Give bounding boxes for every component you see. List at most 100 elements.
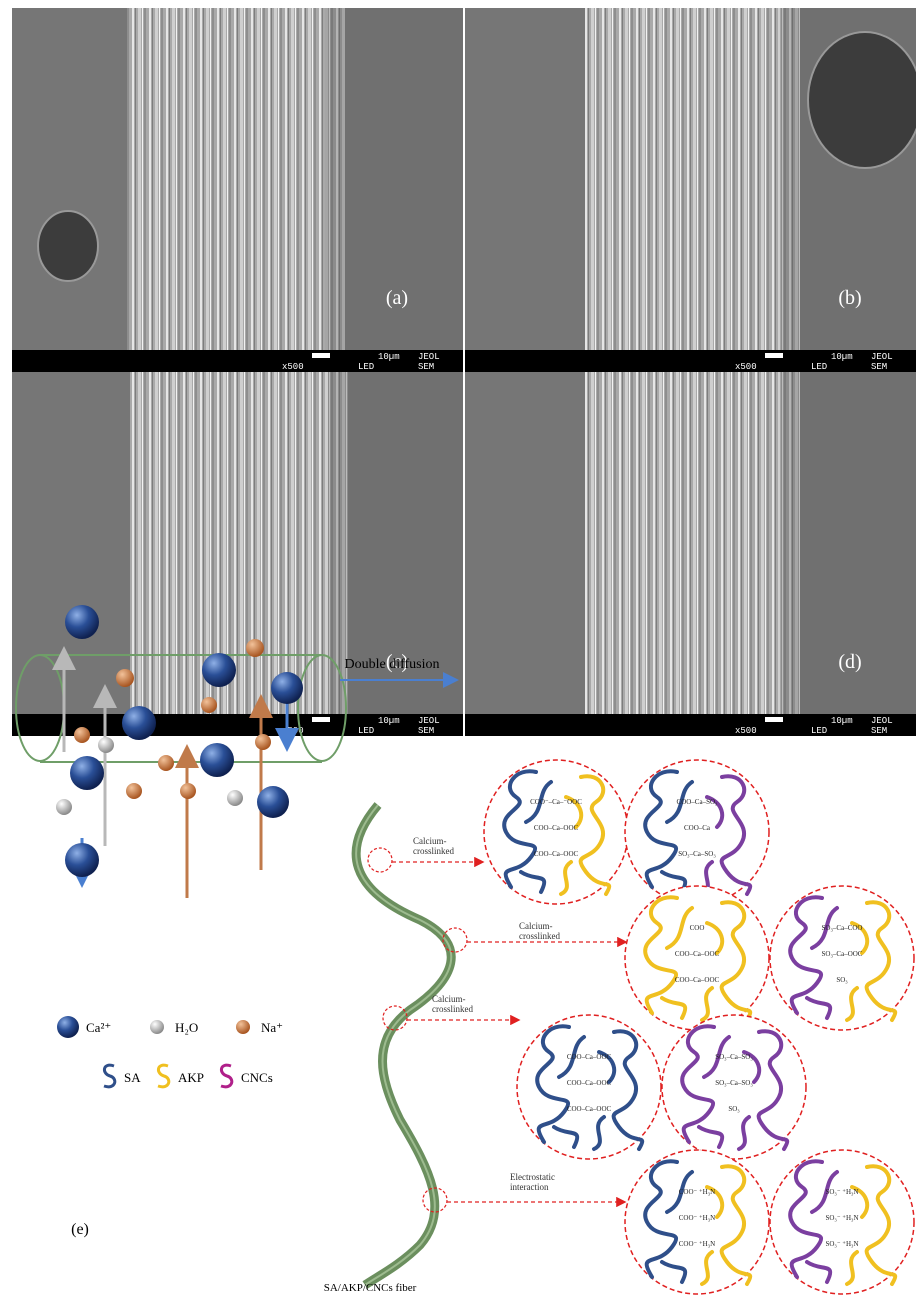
bond-label: SO₃⁻ ⁺H₃N: [825, 1188, 858, 1196]
ion-sphere: [56, 799, 72, 815]
scale-bar: [765, 717, 783, 722]
bond-label: COO–Ca–OOC: [567, 1079, 612, 1087]
figure: (a) x500 10µm JEOL LED SEM (b) x500 10µm JEOL LED S…: [0, 0, 916, 1296]
legend-polymer: CNCs: [241, 1070, 273, 1085]
scale-bar: [765, 353, 783, 358]
fiber: [356, 805, 451, 1285]
molecule-circle: COO⁻ ⁺H₃N COO⁻ ⁺H₃N COO⁻ ⁺H₃N: [625, 1150, 769, 1294]
scale-text: 10µm: [378, 352, 400, 362]
sem-fiber: [585, 8, 800, 350]
panel-label: (b): [838, 287, 861, 309]
ion-sphere: [201, 697, 217, 713]
ion-sphere: [74, 727, 90, 743]
bond-label: COO: [690, 924, 705, 932]
ion-sphere: [200, 743, 234, 777]
bond-label: SO₃⁻ ⁺H₃N: [825, 1240, 858, 1248]
ion-sphere: [65, 605, 99, 639]
bond-label: SO₃–Ca–SO₃: [678, 850, 716, 858]
sem-panels: (a) x500 10µm JEOL LED SEM (b) x500 10µm JEOL LED S…: [12, 8, 916, 736]
sem-substrate-left: [465, 8, 585, 350]
magnification: x500: [282, 362, 304, 372]
instrument: SEM: [871, 726, 887, 736]
legend-polymer: SA: [124, 1070, 141, 1085]
instrument: SEM: [418, 726, 434, 736]
bond-label: SO₃–Ca–COO: [822, 924, 863, 932]
legend-strand: [158, 1065, 169, 1087]
bond-label: COO–Ca–OOC: [534, 850, 579, 858]
ion-sphere: [158, 755, 174, 771]
magnification: x500: [735, 362, 757, 372]
ion-sphere: [227, 790, 243, 806]
scale-text: 10µm: [831, 716, 853, 726]
bond-label: SO₃–Ca–SO₃: [715, 1053, 753, 1061]
sem-fiber: [130, 372, 348, 714]
molecule-circle: COO COO–Ca–OOC COO–Ca–OOC: [625, 886, 769, 1030]
sem-fiber: [585, 372, 800, 714]
instrument: SEM: [418, 362, 434, 372]
molecule-circle: COO–Ca–OOC COO–Ca–OOC COO–Ca–OOC: [517, 1015, 661, 1159]
ion-sphere: [180, 783, 196, 799]
ion-sphere: [122, 706, 156, 740]
link-label: Calcium-: [519, 921, 553, 931]
bond-label: COO⁻ ⁺H₃N: [679, 1188, 715, 1196]
brand: JEOL: [418, 716, 440, 726]
bond-label: COO–Ca–OOC: [567, 1053, 612, 1061]
bond-label: COO–Ca–OOC: [567, 1105, 612, 1113]
arrow-label: Double diffusion: [344, 657, 439, 672]
molecule-circle: SO₃–Ca–SO₃ SO₃–Ca–SO₃ SO₃: [662, 1015, 806, 1159]
bond-label: COO–Ca–OOC: [534, 824, 579, 832]
panel-label: (a): [386, 287, 408, 309]
sem-fiber-shade: [780, 372, 800, 714]
legend-ion: H₂O: [175, 1020, 198, 1035]
pore: [38, 211, 98, 281]
bond-label: SO₃–Ca–SO₃: [715, 1079, 753, 1087]
brand: JEOL: [418, 352, 440, 362]
legend-sphere: [57, 1016, 79, 1038]
scale-bar: [312, 353, 330, 358]
fiber-label: SA/AKP/CNCs fiber: [324, 1282, 417, 1294]
sem-fiber-shade: [325, 8, 345, 350]
bond-label: COO–Ca–SO₃: [677, 798, 719, 806]
bond-label: COO⁻–Ca–⁻OOC: [530, 798, 582, 806]
ion-sphere: [257, 786, 289, 818]
link-label: crosslinked: [432, 1004, 473, 1014]
link-marker: [368, 848, 392, 872]
ion-sphere: [246, 639, 264, 657]
ion-sphere: [98, 737, 114, 753]
brand: JEOL: [871, 352, 893, 362]
bond-label: COO⁻ ⁺H₃N: [679, 1240, 715, 1248]
bond-label: SO₃: [836, 976, 848, 984]
link-label: Electrostatic: [510, 1172, 555, 1182]
legend-sphere: [236, 1020, 250, 1034]
bond-label: COO–Ca–OOC: [675, 976, 720, 984]
ion-spheres: [65, 842, 99, 876]
legend-strand: [221, 1065, 232, 1087]
scale-bar: [312, 717, 330, 722]
mode: LED: [811, 726, 827, 736]
legend-sphere: [150, 1020, 164, 1034]
legend-ion: Ca²⁺: [86, 1020, 111, 1035]
panel-label: (d): [838, 651, 861, 673]
panel-label: (e): [71, 1221, 89, 1238]
bond-label: COO–Ca–OOC: [675, 950, 720, 958]
sem-fiber: [127, 8, 345, 350]
molecule-circle: COO⁻–Ca–⁻OOC COO–Ca–OOC COO–Ca–OOC: [484, 760, 628, 904]
bond-label: SO₃: [728, 1105, 740, 1113]
legend-strand: [104, 1065, 115, 1087]
ion-sphere: [116, 669, 134, 687]
legend-ion: Na⁺: [261, 1020, 283, 1035]
sem-panel: (c)x50010µmJEOLLEDSEM: [12, 372, 463, 736]
ion-sphere: [126, 783, 142, 799]
sem-panel: (a)x50010µmJEOLLEDSEM: [12, 8, 463, 372]
mode: LED: [358, 726, 374, 736]
mode: LED: [811, 362, 827, 372]
link-label: Calcium-: [432, 994, 466, 1004]
bond-label: COO⁻ ⁺H₃N: [679, 1214, 715, 1222]
scale-text: 10µm: [378, 716, 400, 726]
sem-panel: (d)x50010µmJEOLLEDSEM: [465, 372, 916, 736]
pore: [808, 32, 916, 168]
ion-sphere: [202, 653, 236, 687]
